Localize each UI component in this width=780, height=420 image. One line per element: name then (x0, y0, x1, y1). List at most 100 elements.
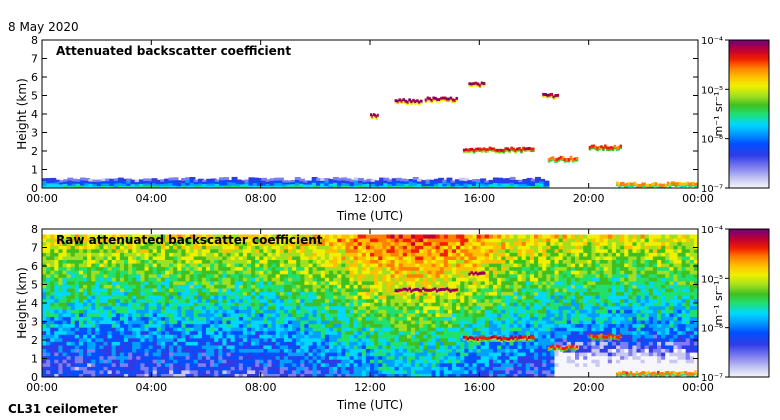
heatmap-cell (181, 298, 186, 303)
heatmap-cell (492, 185, 499, 188)
heatmap-cell (400, 99, 404, 103)
heatmap-cell (91, 341, 96, 346)
heatmap-cell (365, 344, 371, 349)
heatmap-cell (370, 270, 375, 275)
heatmap-cell (361, 255, 367, 260)
heatmap-cell (107, 316, 113, 321)
heatmap-cell (126, 185, 133, 188)
heatmap-cell (267, 298, 272, 303)
heatmap-cell (411, 369, 416, 374)
heatmap-cell (300, 298, 305, 303)
heatmap-cell (50, 330, 55, 335)
heatmap-cell (144, 245, 149, 250)
heatmap-cell (78, 288, 84, 293)
heatmap-cell (616, 181, 619, 185)
heatmap-cell (514, 149, 517, 152)
heatmap-cell (394, 298, 400, 303)
heatmap-cell (439, 330, 445, 335)
heatmap-cell (447, 305, 453, 310)
heatmap-cell (307, 184, 314, 187)
heatmap-cell (156, 305, 162, 310)
heatmap-cell (333, 320, 338, 325)
heatmap-cell (210, 352, 215, 357)
heatmap-cell (456, 352, 461, 357)
heatmap-cell (374, 298, 379, 303)
heatmap-cell (218, 248, 223, 253)
heatmap-cell (490, 147, 494, 151)
heatmap-cell (324, 302, 330, 307)
heatmap-cell (670, 184, 674, 186)
heatmap-cell (185, 320, 190, 325)
heatmap-cell (144, 288, 149, 293)
heatmap-cell (415, 305, 420, 310)
heatmap-cell (66, 359, 72, 364)
heatmap-cell (433, 181, 440, 184)
heatmap-cell (206, 263, 211, 268)
heatmap-cell (95, 259, 100, 264)
heatmap-cell (222, 355, 227, 360)
heatmap-cell (173, 252, 178, 257)
heatmap-cell (248, 180, 255, 183)
heatmap-cell (214, 185, 221, 188)
heatmap-cell (107, 302, 113, 307)
heatmap-cell (148, 263, 154, 268)
heatmap-cell (312, 305, 318, 310)
heatmap-cell (283, 316, 289, 321)
heatmap-cell (66, 327, 72, 332)
heatmap-cell (78, 359, 84, 364)
heatmap-cell (226, 255, 231, 260)
heatmap-cell (169, 263, 174, 268)
heatmap-cell (259, 359, 264, 364)
heatmap-cell (50, 359, 55, 364)
heatmap-cell (404, 99, 407, 103)
heatmap-cell (275, 277, 281, 282)
heatmap-cell (275, 234, 281, 239)
heatmap-cell (406, 359, 412, 364)
heatmap-cell (107, 252, 113, 257)
heatmap-cell (144, 266, 149, 271)
heatmap-cell (58, 369, 63, 374)
heatmap-cell (136, 327, 141, 332)
heatmap-cell (78, 248, 84, 253)
heatmap-cell (425, 185, 432, 188)
heatmap-cell (532, 147, 535, 151)
heatmap-cell (300, 295, 305, 300)
heatmap-cell (267, 263, 272, 268)
heatmap-cell (353, 288, 359, 293)
heatmap-cell (283, 295, 289, 300)
heatmap-cell (226, 273, 231, 278)
heatmap-cell (324, 291, 330, 296)
heatmap-cell (70, 277, 76, 282)
heatmap-cell (361, 298, 367, 303)
heatmap-cell (320, 330, 326, 335)
heatmap-cell (518, 183, 525, 187)
heatmap-cell (643, 185, 646, 187)
heatmap-cell (406, 295, 412, 300)
heatmap-cell (91, 348, 96, 353)
heatmap-cell (394, 99, 398, 103)
heatmap-cell (452, 273, 457, 278)
heatmap-cell (62, 373, 67, 377)
heatmap-cell (193, 352, 199, 357)
heatmap-cell (292, 270, 297, 275)
heatmap-cell (349, 309, 354, 314)
heatmap-cell (238, 248, 244, 253)
heatmap-cell (370, 355, 375, 360)
heatmap-cell (443, 234, 449, 239)
heatmap-cell (247, 369, 252, 374)
heatmap-cell (238, 298, 244, 303)
heatmap-cell (95, 241, 100, 246)
heatmap-cell (140, 334, 145, 339)
heatmap-cell (247, 266, 252, 271)
heatmap-cell (378, 270, 383, 275)
heatmap-cell (374, 295, 379, 300)
heatmap-cell (292, 252, 297, 257)
heatmap-cell (292, 309, 297, 314)
heatmap-cell (324, 341, 330, 346)
heatmap-cell (316, 234, 322, 239)
heatmap-cell (107, 334, 113, 339)
heatmap-cell (70, 255, 76, 260)
heatmap-cell (378, 312, 383, 317)
heatmap-cell (423, 277, 428, 282)
heatmap-cell (165, 309, 170, 314)
